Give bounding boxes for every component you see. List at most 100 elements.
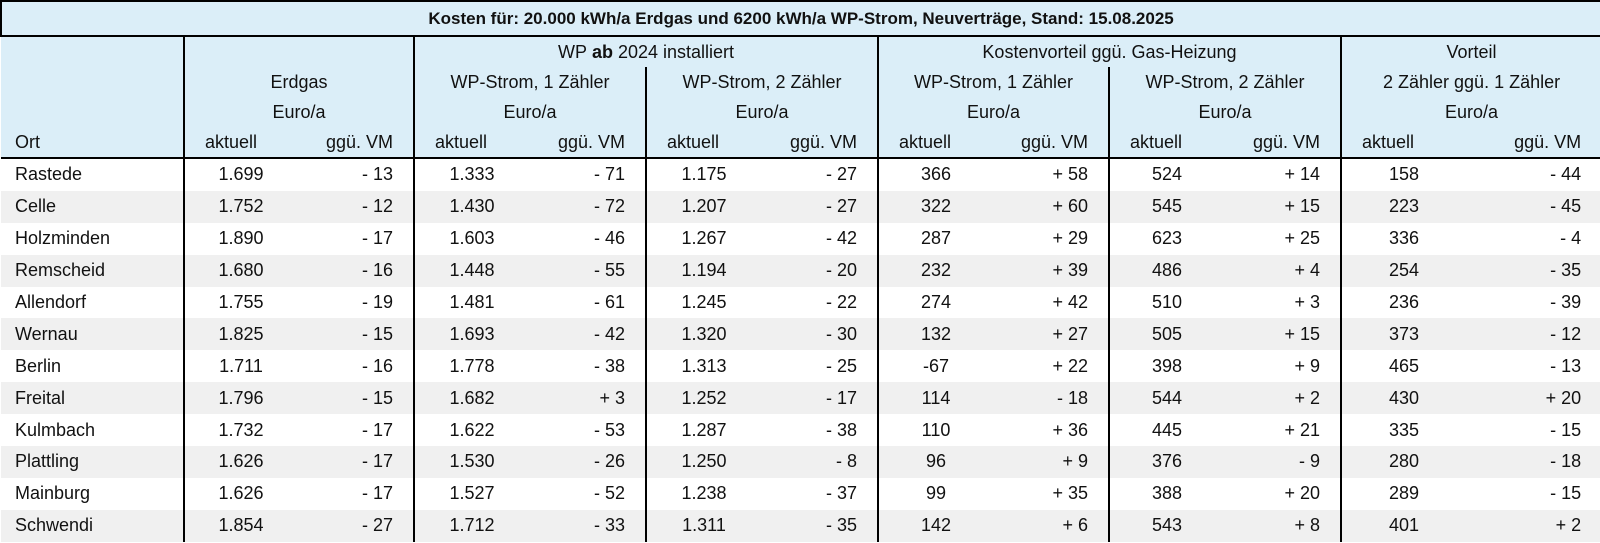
current-value: 1.481 xyxy=(413,286,529,319)
change-value: - 38 xyxy=(825,419,857,440)
group-header: Vorteil xyxy=(1339,36,1600,67)
column-header: ggü. VM xyxy=(297,127,414,159)
place-name: Plattling xyxy=(1,446,184,478)
group-header: WP ab 2024 installiert xyxy=(413,36,878,67)
data-row: Celle 1.752- 12 1.430- 72 1.207- 27 322 + 60 5… xyxy=(1,190,1600,223)
change-value: - 52 xyxy=(593,483,625,504)
current-value: 1.245 xyxy=(645,286,761,319)
change-value: - 16 xyxy=(361,355,393,376)
place-name: Rastede xyxy=(15,164,83,185)
change-value: + 3 xyxy=(529,382,646,415)
data-row: Schwendi 1.854- 27 1.712- 33 1.311- 35 142 + … xyxy=(1,509,1600,542)
change-value: - 46 xyxy=(593,228,625,249)
current-value: 388 xyxy=(1108,477,1224,510)
data-row: Allendorf 1.755 - 19 1.481 - 61 1.245 - 22 274 +… xyxy=(1,286,1600,319)
current-value: 223 xyxy=(1340,190,1466,223)
change-value: + 2 xyxy=(1466,509,1600,542)
column-header: ggü. VM xyxy=(1224,127,1341,159)
change-value: - 25 xyxy=(825,355,857,376)
group-label: WP-Strom, 1 Zähler xyxy=(877,67,1109,97)
column-header: ggü. VM xyxy=(761,127,878,159)
change-value: - 15 xyxy=(297,318,414,351)
change-value: + 58 xyxy=(1052,164,1088,185)
current-value: 445 xyxy=(1108,414,1224,447)
current-value: 1.207 xyxy=(645,190,761,223)
change-value: - 19 xyxy=(361,292,393,312)
change-value: - 33 xyxy=(529,509,646,542)
change-value: + 15 xyxy=(1224,318,1341,351)
change-value: + 25 xyxy=(1284,228,1320,249)
current-value: 142 xyxy=(877,509,993,542)
current-value: 465 xyxy=(1340,350,1466,383)
header-row: WP ab 2024 installiert Kostenvorteil ggü. … xyxy=(1,36,1600,67)
column-header: aktuell xyxy=(645,127,761,159)
current-value: 1.175 xyxy=(645,158,761,191)
change-value: - 35 xyxy=(1466,254,1600,287)
current-value: 1.711 xyxy=(183,350,297,383)
current-value: 336 xyxy=(1340,222,1466,255)
change-value: - 37 xyxy=(825,483,857,504)
change-value: + 6 xyxy=(993,509,1109,542)
change-value: - 18 xyxy=(1466,446,1600,478)
change-value: - 39 xyxy=(1550,292,1582,312)
current-value: 1.194 xyxy=(645,254,761,287)
change-value: - 30 xyxy=(761,318,878,351)
change-value: - 12 xyxy=(1466,318,1600,351)
current-value: 232 xyxy=(877,254,993,287)
place-name: Allendorf xyxy=(15,292,87,312)
data-row: Mainburg 1.626 - 17 1.527 - 52 1.238 - 37 99 + 3… xyxy=(1,477,1600,510)
change-value: - 22 xyxy=(825,292,857,312)
current-value: 1.752 xyxy=(183,190,297,223)
empty-cell xyxy=(183,36,414,67)
change-value: - 55 xyxy=(529,254,646,287)
current-value: 545 xyxy=(1108,190,1224,223)
current-value: 322 xyxy=(877,190,993,223)
header-row: Euro/a Euro/a Euro/a Euro/a Euro/a Euro/a xyxy=(1,97,1600,127)
current-value: 236 xyxy=(1340,286,1466,319)
change-value: - 17 xyxy=(361,483,393,504)
change-value: - 42 xyxy=(825,228,857,249)
column-header: aktuell xyxy=(877,127,993,159)
change-value: + 21 xyxy=(1284,419,1320,440)
current-value: 543 xyxy=(1108,509,1224,542)
place-name: Kulmbach xyxy=(15,419,96,440)
data-row: Holzminden 1.890 - 17 1.603 - 46 1.267 - 42 287… xyxy=(1,222,1600,255)
place-name: Remscheid xyxy=(1,254,184,287)
change-value: + 27 xyxy=(993,318,1109,351)
current-value: 1.287 xyxy=(645,414,761,447)
current-value: 96 xyxy=(877,446,993,478)
change-value: + 9 xyxy=(993,446,1109,478)
group-label: WP-Strom, 1 Zähler xyxy=(413,67,646,97)
current-value: 401 xyxy=(1340,509,1466,542)
change-value: - 27 xyxy=(825,164,857,185)
current-value: 280 xyxy=(1340,446,1466,478)
current-value: 524 xyxy=(1108,158,1224,191)
current-value: 1.311 xyxy=(645,509,761,542)
change-value: - 8 xyxy=(761,446,878,478)
change-value: - 38 xyxy=(593,355,625,376)
change-value: - 45 xyxy=(1466,190,1600,223)
place-name: Celle xyxy=(1,190,184,223)
current-value: 1.825 xyxy=(183,318,297,351)
change-value: - 12 xyxy=(297,190,414,223)
current-value: 1.712 xyxy=(413,509,529,542)
current-value: 99 xyxy=(877,477,993,510)
current-value: 1.527 xyxy=(413,477,529,510)
change-value: + 60 xyxy=(993,190,1109,223)
header-text: 2024 installiert xyxy=(617,41,735,62)
change-value: + 22 xyxy=(1052,355,1088,376)
change-value: - 15 xyxy=(1550,419,1582,440)
column-header: Ort xyxy=(1,127,184,159)
change-value: + 20 xyxy=(1284,483,1320,504)
change-value: - 42 xyxy=(529,318,646,351)
change-value: + 36 xyxy=(1052,419,1088,440)
current-value: 1.333 xyxy=(413,158,529,191)
change-value: - 17 xyxy=(761,382,878,415)
column-header: aktuell xyxy=(183,127,297,159)
place-name: Mainburg xyxy=(15,483,91,504)
current-value: 1.854 xyxy=(183,509,297,542)
empty-cell xyxy=(1,36,184,67)
current-value: 1.238 xyxy=(645,477,761,510)
title-row: Kosten für: 20.000 kWh/a Erdgas und 6200… xyxy=(0,0,1600,37)
